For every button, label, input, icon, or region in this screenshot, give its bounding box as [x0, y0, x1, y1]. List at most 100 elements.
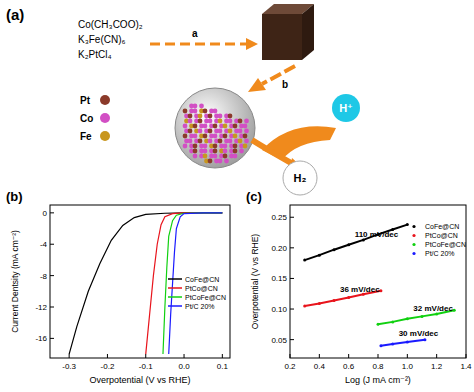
atom — [183, 109, 188, 114]
atom — [203, 149, 208, 154]
atom — [223, 149, 228, 154]
x-tick — [407, 354, 408, 358]
atom — [224, 159, 229, 164]
panel-label: (c) — [246, 189, 262, 204]
legend-text: CoFe@CN — [425, 223, 459, 230]
atom — [193, 144, 198, 149]
x-tick — [222, 354, 223, 358]
point — [379, 289, 382, 292]
atom — [208, 159, 213, 164]
point — [318, 302, 321, 305]
x-tick-label: -0.2 — [101, 362, 115, 371]
atom — [244, 129, 249, 134]
point — [453, 309, 456, 312]
annotation: 30 mV/dec — [399, 329, 439, 338]
point — [303, 259, 306, 262]
y-tick — [290, 278, 294, 279]
atom — [228, 139, 233, 144]
atom — [183, 134, 188, 139]
x-tick-label: 1.0 — [402, 362, 414, 371]
point — [423, 338, 426, 341]
atom — [193, 124, 198, 129]
point — [333, 299, 336, 302]
point — [318, 254, 321, 257]
y-tick-label: -16 — [35, 334, 47, 343]
point — [391, 320, 394, 323]
chart-scatter: (c)0.20.40.60.81.01.21.40.050.100.150.20… — [246, 189, 472, 385]
y-tick — [50, 275, 54, 276]
atom — [208, 129, 213, 134]
y-tick-label: -8 — [40, 272, 48, 281]
atom — [193, 149, 198, 154]
x-tick-label: 1.2 — [431, 362, 443, 371]
x-tick-label: -0.1 — [139, 362, 153, 371]
y-tick — [50, 338, 54, 339]
point — [347, 243, 350, 246]
arrowhead — [246, 38, 258, 50]
reagent: K₂PtCl₄ — [78, 49, 112, 60]
legend-text: Pt — [80, 95, 91, 106]
atom — [193, 134, 198, 139]
point — [377, 323, 380, 326]
legend-text: PtCo@CN — [425, 232, 458, 239]
y-axis-title: Overpotential (V vs RHE) — [250, 234, 260, 330]
arrowhead — [248, 78, 266, 92]
atom — [208, 114, 213, 119]
point — [406, 317, 409, 320]
plot-frame — [50, 205, 230, 358]
product — [283, 161, 317, 195]
annotation: 32 mV/dec — [413, 304, 453, 313]
atom — [213, 134, 218, 139]
y-tick — [290, 217, 294, 218]
arrow — [262, 66, 295, 84]
atom — [183, 124, 188, 129]
sphere — [175, 88, 255, 168]
plot-frame — [290, 205, 466, 358]
x-tick — [69, 354, 70, 358]
y-tick-label: 0 — [43, 209, 48, 218]
legend-text: PtCo@CN — [185, 285, 218, 292]
point — [391, 342, 394, 345]
atom — [188, 119, 193, 124]
atom — [198, 114, 203, 119]
legend-line — [168, 296, 182, 298]
legend-marker — [412, 243, 415, 246]
x-tick — [184, 354, 185, 358]
x-tick-label: 0.4 — [314, 362, 326, 371]
y-tick-label: -4 — [40, 240, 48, 249]
atom — [203, 144, 208, 149]
point — [333, 248, 336, 251]
series-line — [69, 213, 222, 354]
reagent: K₃Fe(CN)₆ — [78, 34, 126, 45]
chart-line: (b)-0.3-0.2-0.10.00.10-4-8-12-16Overpote… — [6, 189, 230, 385]
atom — [213, 149, 218, 154]
atom — [223, 124, 228, 129]
legend: CoFe@CNPtCo@CNPtCoFe@CNPt/C 20% — [168, 276, 226, 310]
y-tick — [290, 309, 294, 310]
x-tick-label: 0.6 — [343, 362, 355, 371]
schematic: (a)Co(CH₃COO)₂K₃Fe(CN)₆K₂PtCl₄abPtCoFeH⁺… — [6, 4, 360, 195]
y-axis-title: Current Dentsity (mA cm⁻²) — [10, 230, 20, 333]
legend-line — [168, 278, 182, 280]
proton-label: H⁺ — [339, 102, 353, 114]
y-tick — [50, 307, 54, 308]
atom — [198, 119, 203, 124]
atom — [203, 109, 208, 114]
legend-line — [168, 287, 182, 289]
atom — [213, 124, 218, 129]
y-tick-label: -12 — [35, 303, 47, 312]
series-line — [146, 213, 223, 354]
atom — [218, 139, 223, 144]
atom — [233, 154, 238, 159]
y-tick-label: 0.10 — [271, 305, 287, 314]
x-axis-title: Log (J mA cm⁻²) — [345, 375, 411, 385]
x-tick — [107, 354, 108, 358]
cube-front — [262, 14, 302, 60]
atom — [208, 139, 213, 144]
point — [303, 304, 306, 307]
atom — [239, 149, 244, 154]
atom — [233, 124, 238, 129]
atom — [198, 139, 203, 144]
atom — [203, 154, 208, 159]
x-tick-label: 1.4 — [460, 362, 472, 371]
